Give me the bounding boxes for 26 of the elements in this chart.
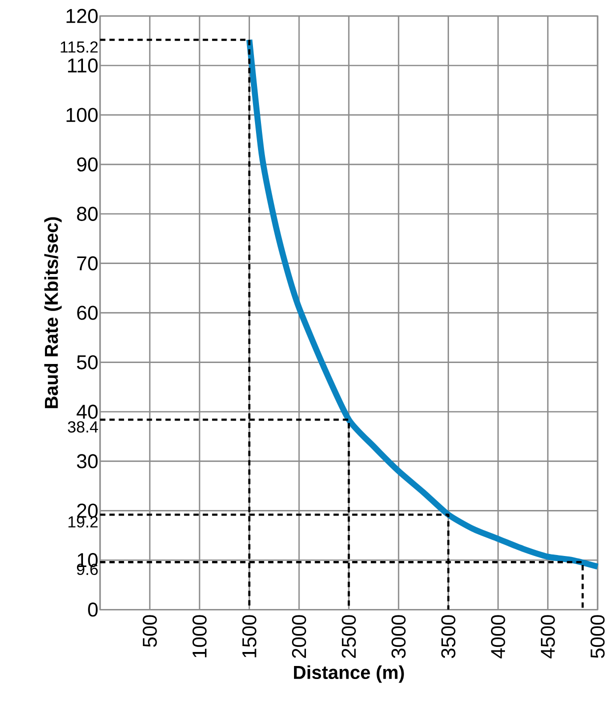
y-tick-label: 110	[68, 58, 98, 73]
y-axis-title: Baud Rate (Kbits/sec)	[44, 217, 62, 408]
text: 115.2	[60, 41, 98, 53]
y-tick-label: 40	[76, 404, 98, 419]
y-tick-label: 100	[66, 108, 98, 122]
y-tick-label: 20	[77, 504, 98, 518]
x-tick-label: 4500	[540, 615, 556, 658]
x-tick-label: 1500	[242, 615, 257, 658]
y-tick-label: 50	[77, 355, 98, 370]
x-tick-label: 500	[142, 615, 158, 647]
x-tick-label: 3000	[392, 615, 406, 658]
y-tick-label: 120	[66, 8, 98, 24]
x-tick-label: 3500	[441, 615, 456, 658]
x-tick-label: 5000	[590, 615, 605, 658]
x-tick-label: 4000	[491, 615, 506, 658]
y-tick-label: 90	[77, 157, 98, 172]
y-tick-label: 70	[77, 256, 98, 270]
x-tick-label: 1000	[192, 615, 207, 658]
y-tick-label: 80	[77, 206, 98, 221]
x-tick-label: 2500	[342, 615, 356, 658]
x-tick-label: 2000	[292, 615, 306, 658]
y-tick-label: 0	[88, 602, 98, 617]
text: 38.4	[68, 421, 98, 433]
x-axis-title: Distance (m)	[294, 665, 404, 683]
y-tick-label: 60	[77, 306, 98, 320]
y-tick-label: 30	[77, 454, 98, 468]
